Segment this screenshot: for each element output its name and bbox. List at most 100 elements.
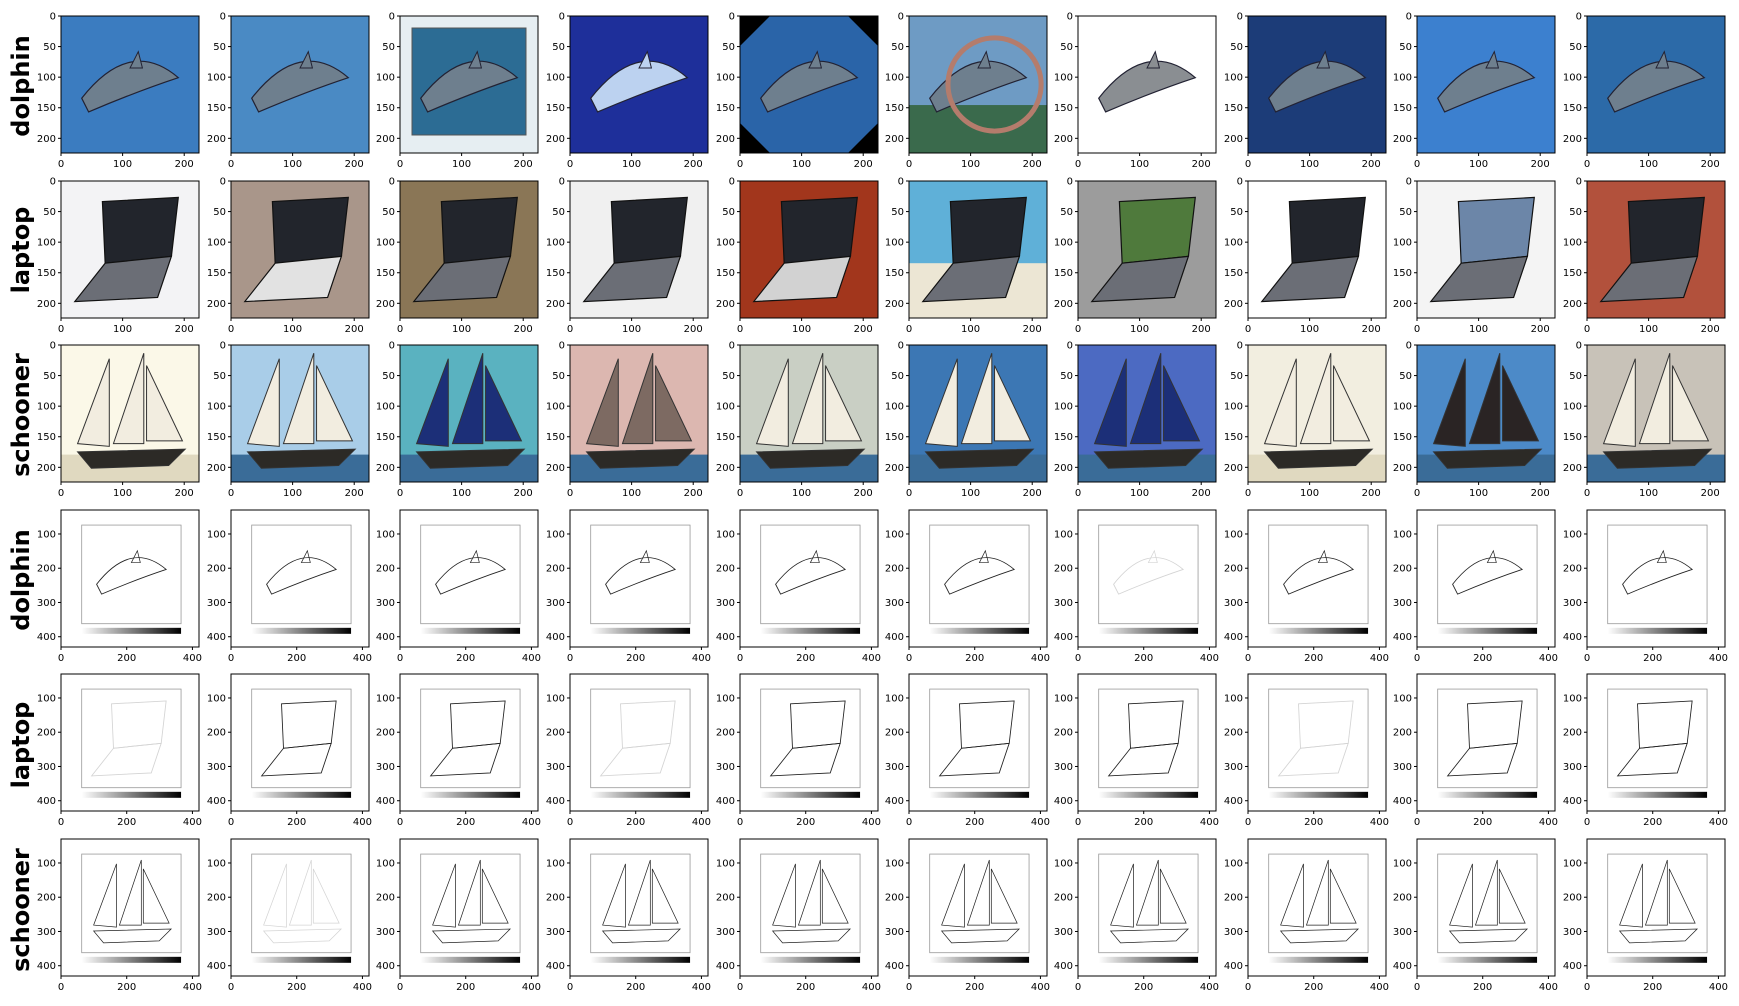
y-tick-label: 300 (1563, 598, 1582, 609)
schooner-sail (1602, 358, 1636, 447)
dolphin-saliency-tile: 0 200 400 100 200 300 400 (1393, 509, 1558, 664)
y-tick-label: 200 (1054, 463, 1073, 474)
x-tick-label: 200 (514, 488, 533, 499)
x-tick-label: 200 (1473, 982, 1492, 993)
y-tick-label: 400 (1224, 796, 1243, 807)
y-tick-label: 100 (37, 693, 56, 704)
schooner-hull (431, 928, 512, 944)
x-tick-label: 200 (1134, 817, 1153, 828)
schooner-saliency-frame (908, 838, 1048, 977)
laptop-photo-tile: 0 100 200 0 50 100 150 200 (376, 177, 539, 335)
dolphin-saliency-frame (908, 509, 1048, 648)
dolphin-fin (469, 549, 480, 563)
y-tick-label: 100 (376, 238, 395, 249)
x-tick-label: 200 (626, 817, 645, 828)
schooner-sail (1093, 358, 1127, 447)
laptop-photo-tile: 0 100 200 0 50 100 150 200 (716, 177, 879, 335)
laptop-saliency-map (400, 674, 538, 811)
x-tick-label: 200 (854, 324, 873, 335)
dolphin-photo-tile: 0 100 200 0 50 100 150 200 (376, 12, 539, 170)
y-tick-label: 50 (722, 42, 735, 53)
x-tick-label: 200 (1701, 324, 1720, 335)
x-tick-label: 0 (906, 159, 912, 170)
laptop-keyboard (769, 742, 841, 777)
laptop-photo-frame (569, 180, 709, 319)
colorbar (251, 956, 352, 963)
schooner-photo-tile: 0 100 200 0 50 100 150 200 (546, 341, 709, 499)
y-tick-label: 200 (885, 564, 904, 575)
y-tick-label: 100 (1224, 693, 1243, 704)
y-tick-label: 400 (37, 961, 56, 972)
dolphin-photo-frame (230, 15, 370, 154)
dolphin-silhouette (1283, 557, 1355, 595)
laptop-keyboard (412, 255, 512, 303)
laptop-screen (440, 196, 518, 264)
y-tick-label: 200 (716, 299, 735, 310)
y-tick-label: 300 (207, 598, 226, 609)
laptop-edge-sketch (1446, 700, 1523, 777)
y-tick-label: 0 (1406, 341, 1412, 352)
x-tick-label: 0 (1414, 324, 1420, 335)
colorbar (760, 956, 861, 963)
y-tick-label: 150 (37, 268, 56, 279)
schooner-hull (771, 928, 852, 944)
dolphin-silhouette (1267, 60, 1367, 113)
schooner-sail (93, 863, 117, 928)
x-tick-label: 200 (117, 653, 136, 664)
laptop-photo-frame (908, 180, 1048, 319)
x-tick-label: 100 (283, 488, 302, 499)
schooner-sail (1638, 353, 1671, 445)
y-tick-label: 150 (1393, 432, 1412, 443)
schooner-saliency-tile: 0 200 400 100 200 300 400 (376, 838, 541, 993)
laptop-saliency-frame (1077, 673, 1217, 812)
x-tick-label: 400 (1539, 817, 1558, 828)
laptop-photo-frame (1247, 180, 1387, 319)
y-tick-label: 400 (1224, 632, 1243, 643)
dolphin-saliency-frame (739, 509, 879, 648)
y-tick-label: 100 (716, 73, 735, 84)
x-tick-label: 200 (175, 159, 194, 170)
dolphin-fin (129, 50, 144, 69)
y-tick-label: 100 (376, 529, 395, 540)
schooner-hull (1432, 448, 1543, 469)
schooner-hull (1093, 448, 1204, 469)
x-tick-label: 100 (1300, 488, 1319, 499)
laptop-photo-tile: 0 100 200 0 50 100 150 200 (1563, 177, 1726, 335)
y-tick-label: 200 (1563, 463, 1582, 474)
x-tick-label: 200 (1192, 324, 1211, 335)
schooner-photo-frame (230, 344, 370, 483)
y-tick-label: 200 (37, 893, 56, 904)
x-tick-label: 400 (1031, 982, 1050, 993)
x-tick-label: 200 (854, 159, 873, 170)
laptop-edge-sketch (769, 700, 846, 777)
laptop-keyboard (1446, 742, 1518, 777)
y-tick-label: 200 (1393, 728, 1412, 739)
laptop-saliency-map (1078, 674, 1216, 811)
x-tick-label: 200 (1304, 817, 1323, 828)
schooner-sail (960, 353, 993, 445)
y-tick-label: 100 (1054, 529, 1073, 540)
schooner-sail (1474, 859, 1498, 926)
x-tick-label: 200 (1643, 982, 1662, 993)
schooner-saliency-map (740, 839, 878, 976)
y-tick-label: 400 (1563, 961, 1582, 972)
schooner-sail (655, 365, 693, 442)
saliency-inner-frame (760, 853, 861, 954)
y-tick-label: 300 (376, 762, 395, 773)
y-tick-label: 150 (716, 432, 735, 443)
x-tick-label: 100 (792, 324, 811, 335)
schooner-saliency-tile: 0 200 400 100 200 300 400 (716, 838, 881, 993)
y-tick-label: 300 (1563, 762, 1582, 773)
x-tick-label: 200 (117, 982, 136, 993)
x-tick-label: 0 (397, 488, 403, 499)
x-tick-label: 0 (1245, 653, 1251, 664)
x-tick-label: 400 (1031, 817, 1050, 828)
row-label: laptop (7, 207, 35, 294)
y-tick-label: 200 (546, 299, 565, 310)
dolphin-saliency-tile: 0 200 400 100 200 300 400 (716, 509, 881, 664)
y-tick-label: 50 (722, 371, 735, 382)
y-tick-label: 0 (1406, 177, 1412, 188)
saliency-inner-frame (1607, 524, 1708, 625)
dolphin-saliency-frame (1077, 509, 1217, 648)
x-tick-label: 0 (1075, 488, 1081, 499)
